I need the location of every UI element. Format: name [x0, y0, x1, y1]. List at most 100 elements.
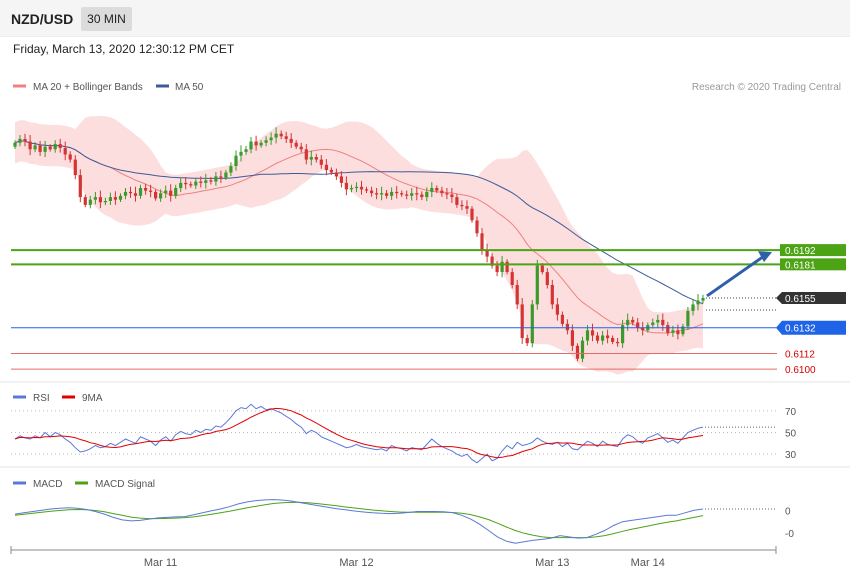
candle-body — [179, 182, 183, 189]
support-level-label: 0.6132 — [785, 324, 816, 335]
candle-body — [530, 304, 534, 344]
candle-body — [570, 330, 574, 346]
candle-body — [13, 142, 17, 147]
ma50-legend-swatch — [156, 84, 169, 88]
price-levels: 0.6192 0.6181 0.6155 0.6132 0.6112 0.6100 — [11, 244, 846, 376]
candle-body — [349, 188, 354, 190]
candle-body — [144, 188, 148, 191]
candle-body — [480, 233, 484, 251]
candle-body — [269, 137, 273, 141]
candle-body — [490, 256, 494, 266]
candle-body — [103, 201, 107, 203]
candle-body — [681, 326, 685, 335]
candle-body — [249, 141, 253, 150]
candle-body — [580, 340, 585, 359]
candle-body — [686, 310, 690, 327]
candle-body — [38, 145, 42, 152]
candle-body — [390, 191, 394, 196]
top-bar: NZD/USD 30 MIN — [0, 0, 850, 37]
candle-body — [405, 194, 409, 196]
macd-legend: MACD MACD Signal — [13, 479, 155, 490]
candle-body — [691, 304, 695, 311]
candle-body — [495, 265, 499, 273]
candle-body — [485, 250, 489, 257]
rsi-level-label: 30 — [785, 450, 797, 461]
timeframe-button[interactable]: 30 MIN — [81, 7, 132, 31]
candle-body — [595, 335, 600, 341]
main-legend: MA 20 + Bollinger Bands MA 50 Research ©… — [13, 82, 841, 93]
candle-body — [123, 191, 128, 196]
rsi-ma-legend-swatch — [62, 395, 75, 399]
bollinger-band-fill — [15, 115, 703, 375]
candle-body — [505, 261, 509, 272]
candle-body — [470, 208, 474, 221]
candle-body — [545, 272, 549, 285]
resistance-level-label: 0.6192 — [785, 246, 816, 257]
candle-body — [400, 193, 404, 195]
candle-body — [395, 191, 399, 194]
candle-body — [555, 304, 559, 315]
candle-body — [626, 319, 630, 326]
candle-body — [33, 145, 37, 150]
candle-body — [520, 304, 524, 338]
candle-body — [289, 138, 293, 143]
candle-body — [701, 298, 705, 301]
candle-body — [364, 189, 369, 191]
candle-body — [370, 190, 374, 194]
candle-body — [575, 345, 580, 359]
candle-body — [98, 197, 102, 203]
candle-body — [133, 193, 138, 196]
support-level-tag — [776, 320, 846, 335]
candle-body — [450, 194, 454, 198]
candle-body — [656, 319, 660, 323]
candle-body — [500, 261, 504, 272]
candle-body — [601, 335, 605, 341]
candles — [13, 127, 705, 363]
legend-ma50: MA 50 — [175, 82, 204, 93]
candle-body — [204, 180, 208, 183]
candle-body — [23, 138, 27, 142]
support-level-label: 0.6100 — [785, 365, 816, 376]
ma20-line — [14, 140, 704, 334]
rsi-level-label: 70 — [785, 407, 797, 418]
macd-panel: 0 -0 — [14, 499, 794, 544]
candle-body — [550, 285, 554, 305]
x-tick-label: Mar 13 — [535, 557, 569, 569]
candle-body — [535, 265, 539, 305]
macd-signal-legend-swatch — [75, 481, 88, 485]
credit-text: Research © 2020 Trading Central — [692, 82, 841, 93]
candle-body — [334, 172, 338, 177]
x-tick-label: Mar 14 — [631, 557, 665, 569]
candle-body — [18, 138, 22, 143]
candle-body — [294, 142, 298, 147]
legend-macd: MACD — [33, 479, 62, 490]
rsi-ma-line — [14, 407, 704, 459]
candle-body — [48, 146, 52, 150]
candle-body — [68, 154, 72, 160]
candle-body — [174, 188, 178, 196]
candle-body — [229, 166, 233, 173]
candle-body — [93, 197, 97, 200]
candle-body — [641, 327, 645, 331]
candle-body — [460, 204, 464, 207]
candle-body — [83, 197, 87, 205]
symbol-title: NZD/USD — [11, 11, 74, 27]
candle-body — [440, 190, 444, 194]
candle-body — [565, 323, 569, 331]
candle-body — [375, 193, 379, 195]
candle-body — [651, 322, 655, 326]
candle-body — [666, 325, 670, 333]
candle-body — [274, 133, 278, 138]
candle-body — [510, 272, 514, 285]
candle-body — [214, 176, 218, 182]
candle-body — [138, 188, 143, 196]
candle-body — [169, 190, 173, 196]
candle-body — [631, 319, 635, 323]
rsi-panel: 70 50 30 — [11, 403, 797, 464]
rsi-legend: RSI 9MA — [13, 393, 103, 404]
candle-body — [58, 144, 62, 148]
macd-legend-swatch — [13, 481, 26, 485]
candle-body — [420, 194, 424, 198]
candle-body — [671, 330, 675, 333]
candle-body — [621, 325, 625, 344]
